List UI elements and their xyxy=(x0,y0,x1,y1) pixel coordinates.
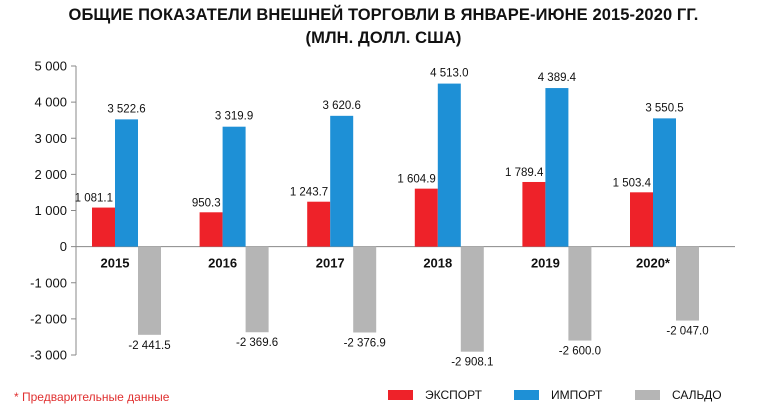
bar-import xyxy=(437,83,461,247)
chart-title: ОБЩИЕ ПОКАЗАТЕЛИ ВНЕШНЕЙ ТОРГОВЛИ В ЯНВА… xyxy=(68,6,699,24)
legend-label-export: ЭКСПОРТ xyxy=(425,388,482,402)
legend-label-balance: САЛЬДО xyxy=(672,388,722,402)
x-category-label: 2015 xyxy=(101,256,130,271)
data-label: -2 600.0 xyxy=(559,346,601,358)
bar-balance xyxy=(138,246,161,335)
bar-import xyxy=(222,126,246,247)
data-label: 1 789.4 xyxy=(505,167,544,179)
legend-item-import: ИМПОРТ xyxy=(514,388,602,402)
chart-subtitle: (МЛН. ДОЛЛ. США) xyxy=(305,29,462,47)
data-label: -2 908.1 xyxy=(451,357,493,369)
bar-balance xyxy=(460,246,484,352)
data-label: 950.3 xyxy=(192,197,221,209)
data-label: -2 376.9 xyxy=(344,337,386,349)
legend-swatch-balance xyxy=(635,390,660,400)
y-tick-label: -3 000 xyxy=(30,348,67,363)
bar-import xyxy=(115,119,138,247)
y-tick-label: 2 000 xyxy=(34,167,67,182)
bar-export xyxy=(522,181,546,247)
y-tick-label: -2 000 xyxy=(30,311,67,326)
x-category-label: 2018 xyxy=(423,256,452,271)
x-category-label: 2020* xyxy=(636,256,671,271)
data-label: -2 441.5 xyxy=(128,340,170,352)
y-tick-label: 0 xyxy=(60,239,67,254)
y-tick-label: 1 000 xyxy=(34,203,67,218)
legend-swatch-import xyxy=(514,390,539,400)
data-label: 3 522.6 xyxy=(107,103,145,115)
bar-balance xyxy=(245,246,269,333)
data-label: 1 243.7 xyxy=(290,187,328,199)
bar-export xyxy=(630,192,653,247)
bar-balance xyxy=(353,246,377,333)
bar-balance xyxy=(676,246,699,321)
data-label: 3 620.6 xyxy=(323,100,361,112)
y-tick-label: -1 000 xyxy=(30,275,67,290)
y-tick-label: 5 000 xyxy=(34,59,67,74)
legend-item-export: ЭКСПОРТ xyxy=(388,388,482,402)
bar-export xyxy=(199,212,223,247)
legend-label-import: ИМПОРТ xyxy=(551,388,603,402)
bar-export xyxy=(307,201,331,247)
bar-import xyxy=(330,115,354,247)
y-tick-label: 4 000 xyxy=(34,95,67,110)
y-tick-label: 3 000 xyxy=(34,131,67,146)
data-label: 1 503.4 xyxy=(613,177,652,189)
legend-item-balance: САЛЬДО xyxy=(635,388,722,402)
x-category-label: 2019 xyxy=(531,256,560,271)
footnote: * Предварительные данные xyxy=(14,390,170,404)
data-label: 1 081.1 xyxy=(75,193,113,205)
bar-balance xyxy=(568,246,592,341)
bar-import xyxy=(653,118,676,247)
bar-export xyxy=(414,188,438,247)
data-label: -2 047.0 xyxy=(666,326,708,338)
legend-swatch-export xyxy=(388,390,413,400)
data-label: 1 604.9 xyxy=(397,174,435,186)
x-category-label: 2017 xyxy=(316,256,345,271)
data-label: 4 513.0 xyxy=(430,68,468,80)
data-label: 3 550.5 xyxy=(645,102,683,114)
bar-import xyxy=(545,88,569,247)
data-label: 3 319.9 xyxy=(215,111,253,123)
data-label: 4 389.4 xyxy=(538,72,577,84)
bar-export xyxy=(92,207,115,247)
x-category-label: 2016 xyxy=(208,256,237,271)
data-label: -2 369.6 xyxy=(236,337,278,349)
